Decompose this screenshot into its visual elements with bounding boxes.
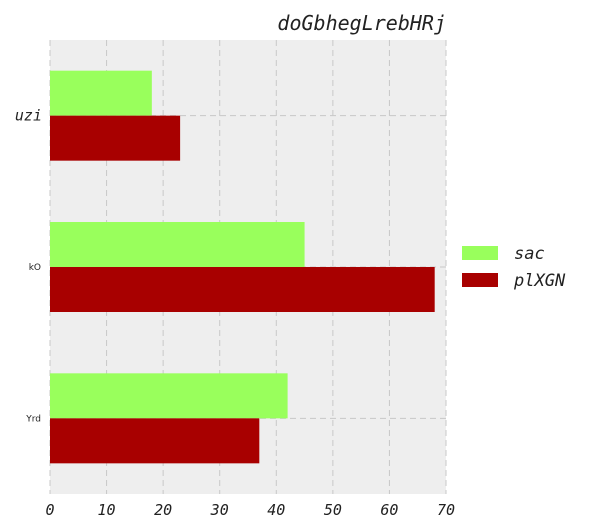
legend: sac plXGN bbox=[462, 244, 566, 291]
x-tick-label: 70 bbox=[437, 501, 455, 519]
legend-label: sac bbox=[514, 244, 545, 264]
bar-sac-Yrd bbox=[50, 373, 288, 419]
chart-title: doGbhegLrebHRj bbox=[277, 11, 446, 35]
x-tick-label: 0 bbox=[45, 501, 54, 519]
bar-sac-uzi bbox=[50, 70, 152, 116]
bar-plXGN-Yrd bbox=[50, 418, 260, 464]
bar-plXGN-uzi bbox=[50, 115, 181, 161]
y-category-label: Yrd bbox=[25, 414, 41, 424]
legend-swatch-sac bbox=[462, 246, 498, 260]
y-category-label: uzi bbox=[15, 107, 42, 125]
legend-label: plXGN bbox=[513, 271, 566, 291]
x-tick-label: 10 bbox=[98, 501, 116, 519]
x-tick-label: 20 bbox=[154, 501, 172, 519]
x-tick-label: 50 bbox=[324, 501, 342, 519]
bar-plXGN-kO bbox=[50, 267, 435, 312]
x-tick-label: 60 bbox=[380, 501, 398, 519]
x-tick-label: 40 bbox=[267, 501, 285, 519]
bar-sac-kO bbox=[50, 222, 305, 267]
y-axis-categories: uzi kO Yrd bbox=[15, 107, 42, 425]
x-axis-ticks: 0 10 20 30 40 50 60 70 bbox=[45, 501, 455, 519]
y-category-label: kO bbox=[29, 263, 41, 273]
legend-swatch-plXGN bbox=[462, 273, 498, 287]
bars bbox=[50, 70, 435, 464]
x-tick-label: 30 bbox=[210, 501, 229, 519]
